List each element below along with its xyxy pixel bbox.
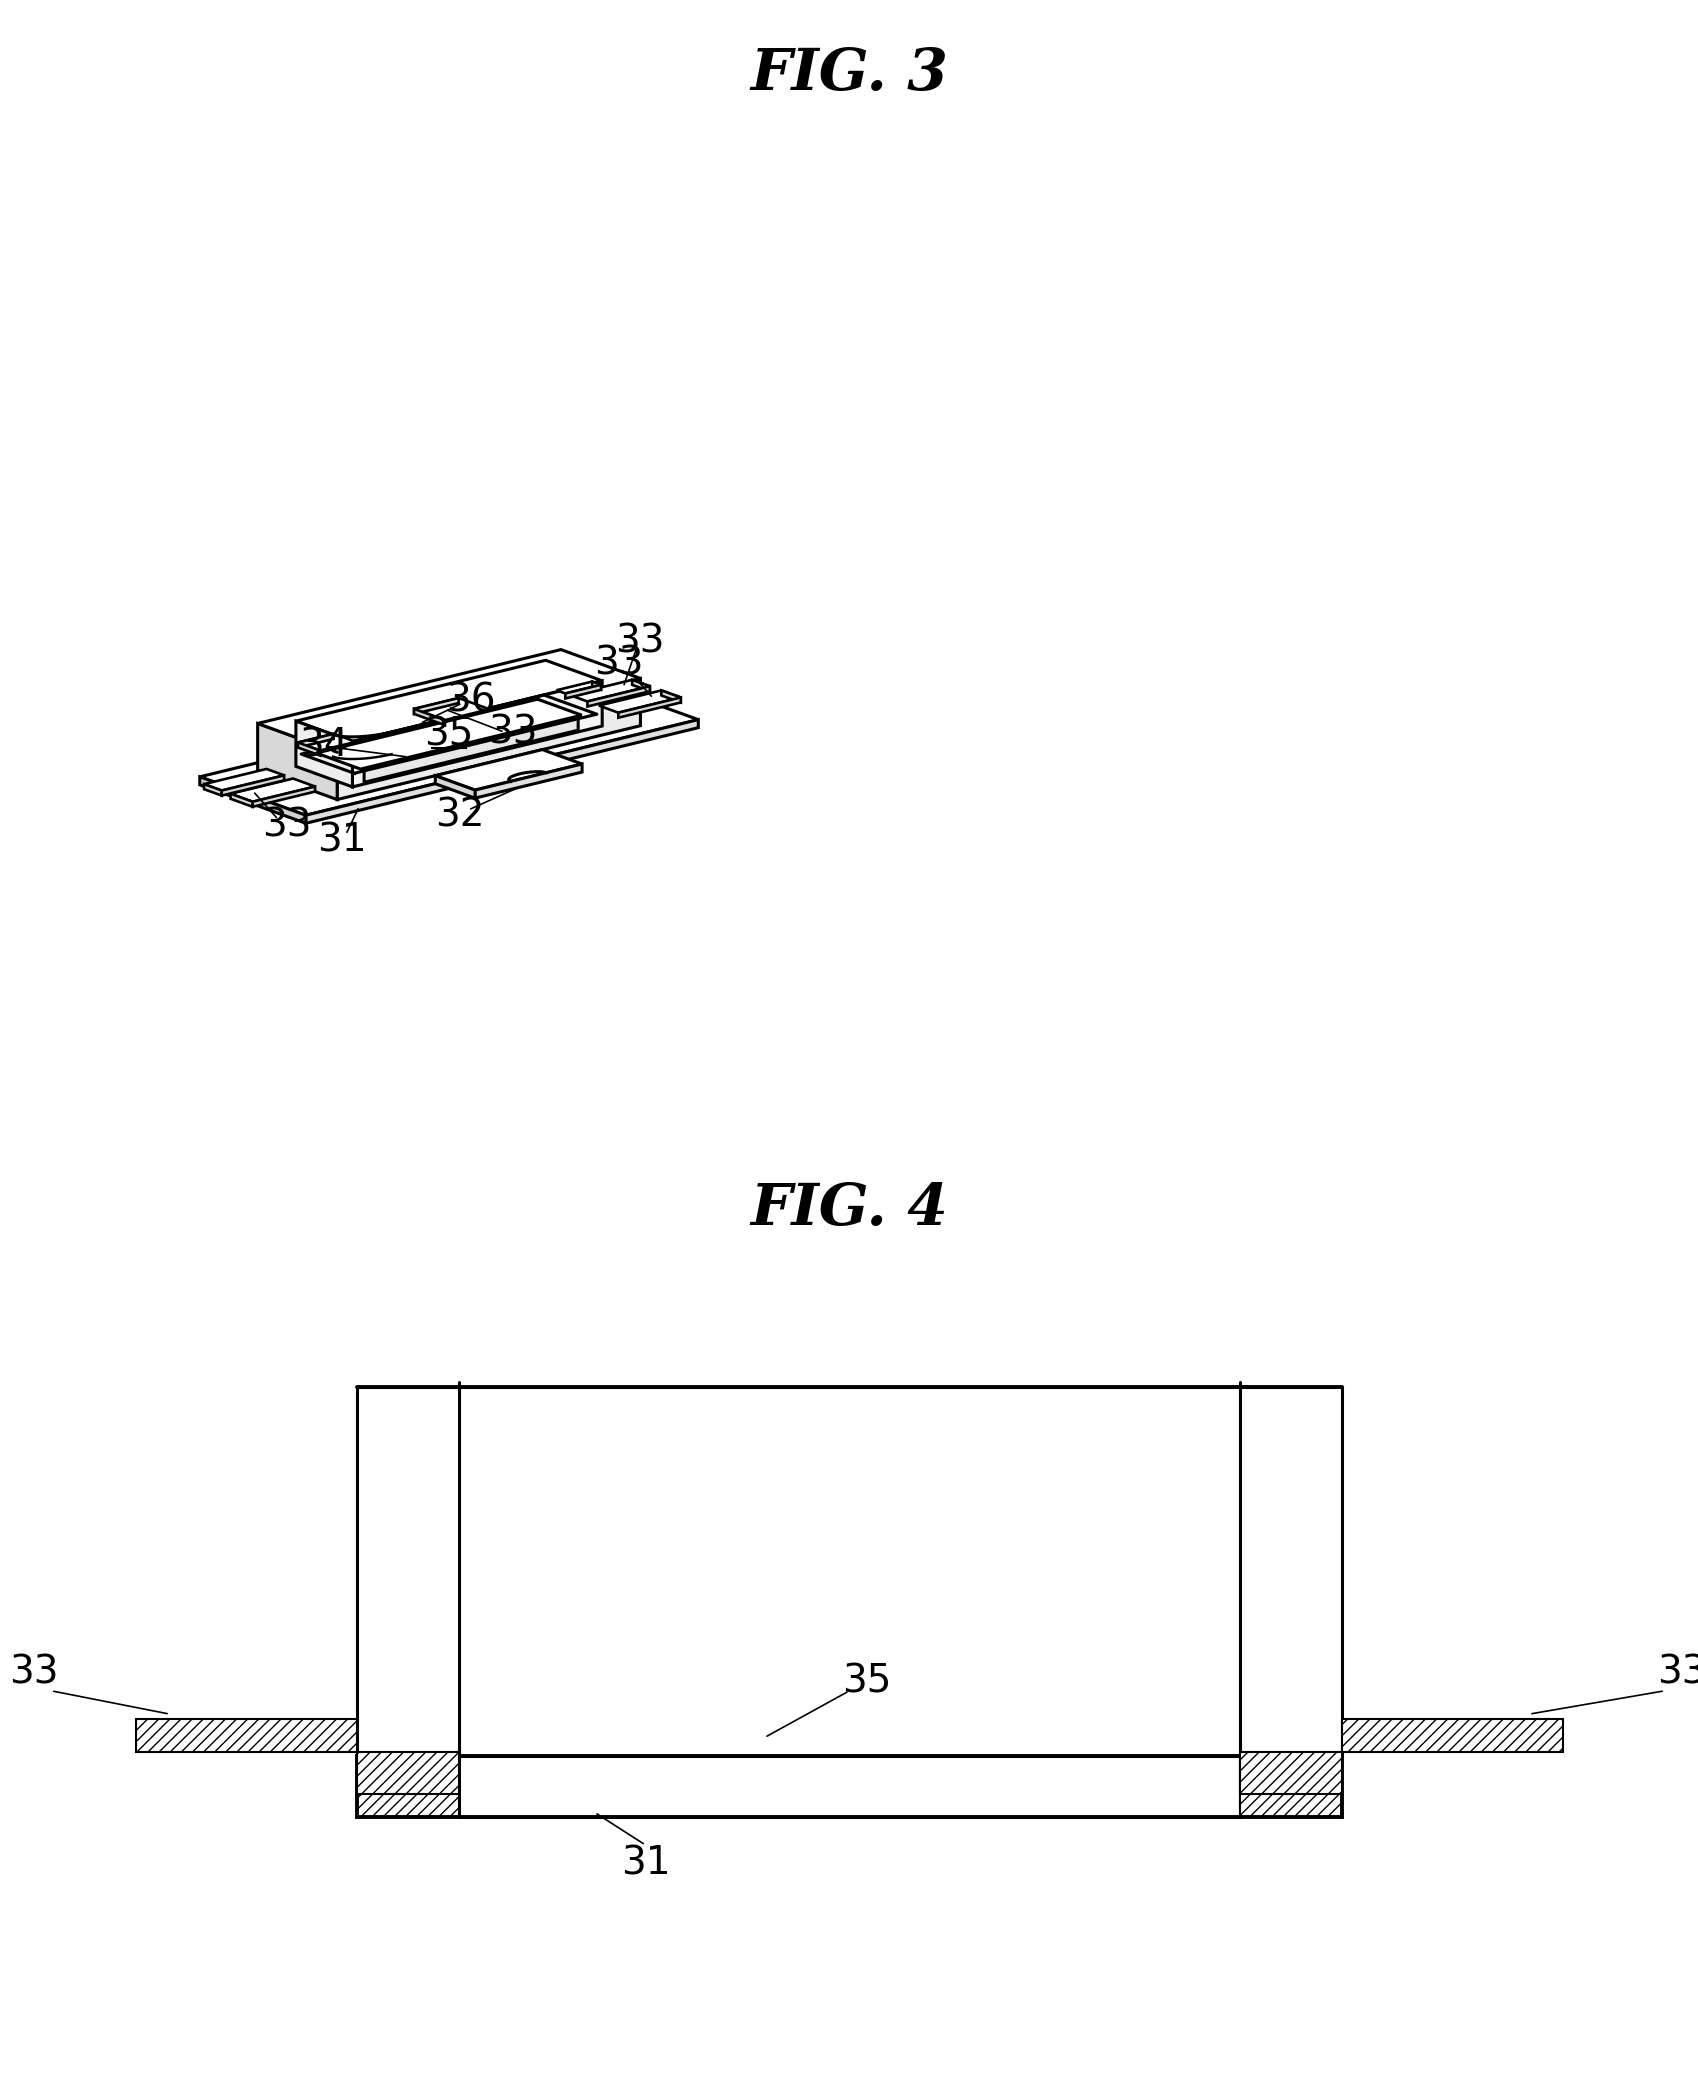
Polygon shape xyxy=(253,786,314,807)
Polygon shape xyxy=(632,680,650,692)
Polygon shape xyxy=(458,1757,1240,1817)
Polygon shape xyxy=(297,742,319,755)
Polygon shape xyxy=(1240,1757,1341,1817)
Polygon shape xyxy=(351,680,601,786)
Polygon shape xyxy=(414,699,489,719)
Polygon shape xyxy=(295,721,351,786)
Text: 35: 35 xyxy=(841,1663,891,1701)
Polygon shape xyxy=(306,719,698,823)
Polygon shape xyxy=(258,723,336,800)
Polygon shape xyxy=(204,769,284,790)
Polygon shape xyxy=(297,734,333,748)
Polygon shape xyxy=(204,784,221,796)
Polygon shape xyxy=(618,696,681,717)
Polygon shape xyxy=(414,709,445,726)
Polygon shape xyxy=(599,690,681,713)
Polygon shape xyxy=(661,690,681,703)
Text: 32: 32 xyxy=(435,796,484,834)
Text: 35: 35 xyxy=(424,715,474,753)
Polygon shape xyxy=(221,775,284,796)
Text: 33: 33 xyxy=(261,807,311,844)
Polygon shape xyxy=(1341,1719,1562,1751)
Polygon shape xyxy=(316,699,581,769)
Polygon shape xyxy=(569,680,650,701)
Polygon shape xyxy=(565,684,601,699)
Text: 34: 34 xyxy=(299,726,348,765)
Polygon shape xyxy=(1240,1751,1341,1794)
Polygon shape xyxy=(231,778,314,802)
Text: 33: 33 xyxy=(594,644,644,684)
Polygon shape xyxy=(357,1387,458,1757)
Polygon shape xyxy=(557,682,601,694)
Text: 33: 33 xyxy=(1656,1653,1698,1690)
Polygon shape xyxy=(357,1751,458,1794)
Polygon shape xyxy=(200,778,306,823)
Text: 33: 33 xyxy=(615,622,664,661)
Polygon shape xyxy=(475,763,582,798)
Polygon shape xyxy=(297,734,355,751)
Text: 36: 36 xyxy=(447,682,496,719)
Polygon shape xyxy=(593,682,601,690)
Text: 33: 33 xyxy=(487,713,538,751)
Text: FIG. 4: FIG. 4 xyxy=(751,1181,947,1237)
Polygon shape xyxy=(336,678,640,800)
Polygon shape xyxy=(319,701,577,769)
Polygon shape xyxy=(588,686,650,707)
Polygon shape xyxy=(295,661,601,742)
Text: FIG. 3: FIG. 3 xyxy=(751,46,947,102)
Text: 33: 33 xyxy=(8,1653,59,1690)
Polygon shape xyxy=(231,794,253,807)
Polygon shape xyxy=(414,699,458,713)
Polygon shape xyxy=(458,1387,1240,1757)
Polygon shape xyxy=(258,649,640,753)
Polygon shape xyxy=(435,751,582,790)
Polygon shape xyxy=(136,1719,357,1751)
Polygon shape xyxy=(435,775,475,798)
Polygon shape xyxy=(357,1757,458,1817)
Polygon shape xyxy=(363,715,577,782)
Polygon shape xyxy=(1240,1387,1341,1757)
Text: 31: 31 xyxy=(318,821,367,859)
Text: 31: 31 xyxy=(620,1844,671,1884)
Polygon shape xyxy=(200,682,698,815)
